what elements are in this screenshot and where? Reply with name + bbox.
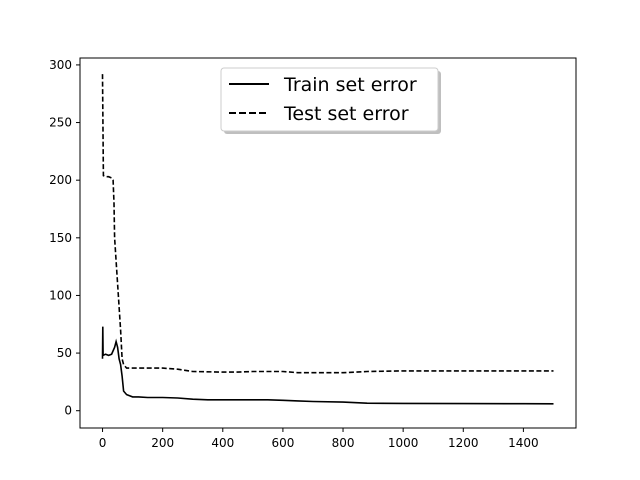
legend-box — [220, 67, 439, 132]
plot-series — [101, 74, 554, 405]
x-tick-label: 600 — [271, 436, 294, 450]
y-tick-label: 0 — [64, 404, 72, 418]
y-tick-label: 300 — [49, 58, 72, 72]
x-tick-label: 200 — [151, 436, 174, 450]
y-axis: 0 50 100 150 200 250 300 — [49, 58, 80, 418]
axes-frame — [79, 57, 577, 429]
x-tick-label: 400 — [211, 436, 234, 450]
x-tick-label: 1400 — [508, 436, 539, 450]
x-tick-label: 800 — [332, 436, 355, 450]
x-tick-label: 0 — [99, 436, 107, 450]
x-tick-label: 1200 — [448, 436, 479, 450]
series-line-test — [101, 74, 554, 374]
y-tick-label: 200 — [49, 173, 72, 187]
x-axis: 0 200 400 600 800 1000 1200 1400 — [99, 428, 539, 450]
legend: Train set error Test set error — [220, 67, 441, 134]
series-line-train — [101, 326, 554, 405]
x-tick-label: 1000 — [388, 436, 419, 450]
legend-label-test: Test set error — [283, 103, 409, 125]
y-tick-label: 150 — [49, 231, 72, 245]
y-tick-label: 50 — [57, 346, 72, 360]
y-tick-label: 100 — [49, 288, 72, 302]
y-tick-label: 250 — [49, 116, 72, 130]
legend-label-train: Train set error — [283, 74, 417, 96]
